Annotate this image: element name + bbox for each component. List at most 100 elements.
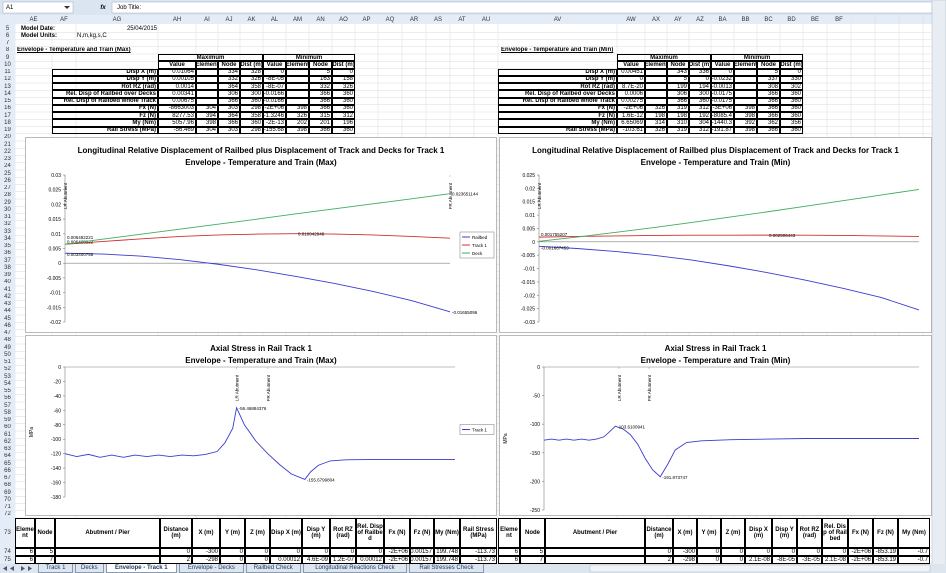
tab-nav-last[interactable]: [28, 566, 32, 571]
row-number: 54: [0, 380, 15, 388]
chart-title: Longitudinal Relative Displacement of Ra…: [532, 146, 899, 155]
sheet-tab[interactable]: Envelope - Track 1: [105, 564, 177, 573]
table-cell: [286, 90, 309, 98]
horizontal-scrollbar[interactable]: [589, 564, 931, 573]
y-tick-label: -0.005: [521, 253, 535, 259]
table-cell: 336: [689, 68, 711, 76]
table-cell: -1.3246: [263, 112, 286, 120]
tab-nav-first[interactable]: [3, 566, 7, 571]
row-number: 5: [0, 25, 15, 33]
table-cell: 308: [757, 83, 780, 91]
row-number: 22: [0, 148, 15, 156]
table-cell: -0.0175: [711, 97, 734, 105]
data-label: 0.010042948: [298, 232, 325, 237]
table-cell: 194: [689, 83, 711, 91]
table-cell: 360: [332, 104, 355, 112]
tab-nav-prev[interactable]: [10, 566, 14, 571]
name-box[interactable]: [2, 1, 74, 14]
table-cell: 0.01064: [158, 68, 196, 76]
tab-nav-next[interactable]: [21, 566, 25, 571]
table-cell: 0.00341: [158, 90, 196, 98]
table-cell: 360: [780, 126, 803, 134]
y-tick-label: -100: [51, 437, 61, 443]
y-tick-label: -180: [51, 495, 61, 501]
table-cell: 5: [757, 68, 780, 76]
table-cell: 0: [220, 556, 245, 564]
table-cell: 310: [667, 119, 689, 127]
model-date-label: Model Date:: [21, 25, 56, 32]
table-cell: 2: [645, 556, 673, 564]
table-cell: -155.68: [263, 126, 286, 134]
row-label: Disp X (m): [498, 68, 617, 76]
data-label: -155.6799804: [307, 477, 335, 482]
table-cell: 358: [240, 112, 263, 120]
chart: Longitudinal Relative Displacement of Ra…: [499, 137, 932, 333]
row-number: 32: [0, 220, 15, 228]
name-box-dropdown[interactable]: [64, 6, 70, 9]
y-tick-label: -0.015: [47, 305, 61, 311]
chart: Axial Stress in Rail Track 1 Envelope - T…: [25, 335, 497, 516]
table-title: Envelope - Temperature and Train (Min): [501, 47, 614, 54]
y-tick-label: 0.03: [51, 173, 61, 179]
table-cell: 392: [734, 119, 757, 127]
sheet-tab[interactable]: Envelope - Decks: [179, 564, 244, 573]
table-cell: -298: [673, 556, 697, 564]
column-header: Node: [520, 518, 545, 548]
column-letter: AF: [52, 15, 76, 24]
column-header: Y (m): [697, 518, 721, 548]
table-cell: 6: [498, 548, 520, 556]
table-cell: 0: [302, 548, 330, 556]
column-header: Value: [617, 61, 645, 69]
table-cell: 300: [689, 90, 711, 98]
column-header: Z (m): [721, 518, 745, 548]
column-header: Element: [645, 61, 667, 69]
row-number: 7: [0, 39, 15, 47]
table-cell: 5: [309, 68, 332, 76]
y-tick-label: 0: [532, 240, 535, 246]
table-cell: -2E+06: [848, 556, 873, 564]
table-cell: 199.748: [434, 548, 460, 556]
row-number: 31: [0, 213, 15, 221]
sheet-tab[interactable]: Railbed Check: [245, 564, 301, 573]
row-number: 68: [0, 481, 15, 489]
row-label: Rel. Disp of Railbed over Decks: [52, 90, 158, 98]
column-header: Dist (m): [780, 61, 803, 69]
abutment-label: FR Abutment: [448, 182, 453, 209]
column-header: Node: [35, 518, 55, 548]
y-tick-label: -140: [51, 466, 61, 472]
table-cell: [196, 75, 218, 83]
data-label: 0.002506443: [769, 233, 796, 238]
row-label: Fz (N): [498, 112, 617, 120]
column-letter: AI: [196, 15, 218, 24]
row-number: 40: [0, 278, 15, 286]
sheet-tab[interactable]: Track 1: [38, 564, 74, 573]
model-units-label: Model Units:: [21, 32, 57, 39]
column-header: Value: [711, 61, 734, 69]
sheet-tab[interactable]: Rail Stresses Check: [409, 564, 484, 573]
table-cell: 326: [645, 126, 667, 134]
sheet-tab[interactable]: Longitudinal Reactions Check: [302, 564, 408, 573]
table-cell: [286, 97, 309, 105]
table-cell: 0: [822, 548, 848, 556]
table-cell: 343: [667, 68, 689, 76]
table-cell: 332: [218, 75, 240, 83]
table-cell: -298: [192, 556, 220, 564]
row-number: 38: [0, 264, 15, 272]
table-cell: 0: [697, 556, 721, 564]
sheet-tab[interactable]: Decks: [75, 564, 104, 573]
table-cell: -2E+06: [384, 556, 410, 564]
column-header: Node: [218, 61, 240, 69]
table-title: Envelope - Temperature and Train (Max): [17, 47, 131, 54]
row-number: 11: [0, 68, 15, 76]
data-label: -0.01655096: [452, 310, 478, 315]
column-letter: AE: [15, 15, 52, 24]
table-cell: 366: [218, 119, 240, 127]
column-header: Node: [757, 61, 780, 69]
vertical-scrollbar[interactable]: [931, 0, 946, 573]
chart-area: [25, 335, 497, 516]
table-cell: 360: [332, 97, 355, 105]
table-cell: 394: [196, 112, 218, 120]
row-number: 59: [0, 416, 15, 424]
row-number: 27: [0, 184, 15, 192]
row-number: 15: [0, 97, 15, 105]
